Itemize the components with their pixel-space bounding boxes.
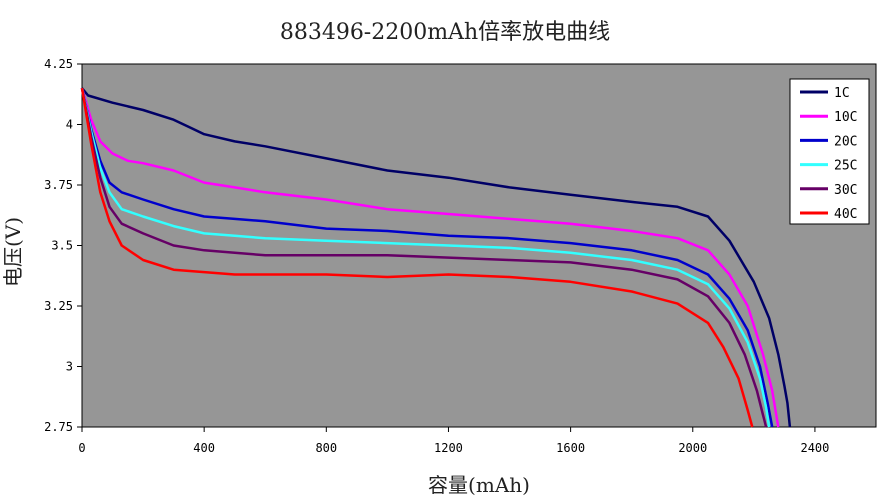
series-layer	[80, 87, 792, 428]
legend-label-20c: 20C	[834, 134, 857, 149]
x-tick-label: 2000	[678, 441, 707, 455]
y-tick-label: 3	[66, 360, 73, 374]
y-tick-label: 3.25	[44, 299, 73, 313]
series-line-1c	[81, 87, 792, 428]
x-tick-label: 400	[193, 441, 215, 455]
y-tick-label: 4	[66, 118, 73, 132]
series-line-10c	[80, 87, 780, 428]
x-tick-label: 2400	[800, 441, 829, 455]
legend-label-30c: 30C	[834, 183, 857, 198]
y-tick-label: 3.75	[44, 178, 73, 192]
x-tick-label: 0	[78, 441, 85, 455]
x-axis-title: 容量(mAh)	[428, 473, 530, 497]
legend-label-10c: 10C	[834, 110, 857, 125]
legend-label-40c: 40C	[834, 207, 857, 222]
chart-title: 883496-2200mAh倍率放电曲线	[279, 20, 611, 45]
y-tick-label: 4.25	[44, 57, 73, 71]
y-tick-label: 3.5	[51, 239, 73, 253]
x-tick-label: 1200	[434, 441, 463, 455]
y-axis-title: 电压(V)	[1, 217, 25, 287]
x-tick-label: 800	[315, 441, 337, 455]
x-tick-label: 1600	[556, 441, 585, 455]
series-line-20c	[80, 87, 774, 428]
x-axis-ticks: 0 400 800 1200 1600 2000 2400	[78, 427, 829, 455]
series-line-40c	[80, 87, 754, 428]
y-axis-ticks: 2.75 3 3.25 3.5 3.75 4 4.25	[44, 57, 82, 434]
legend-label-25c: 25C	[834, 159, 857, 174]
y-tick-label: 2.75	[44, 420, 73, 434]
legend-box	[789, 78, 870, 225]
legend-label-1c: 1C	[834, 86, 850, 101]
legend: 1C 10C 20C 25C 30C 40C	[789, 78, 870, 225]
series-line-30c	[80, 87, 768, 428]
series-line-25c	[80, 87, 771, 428]
